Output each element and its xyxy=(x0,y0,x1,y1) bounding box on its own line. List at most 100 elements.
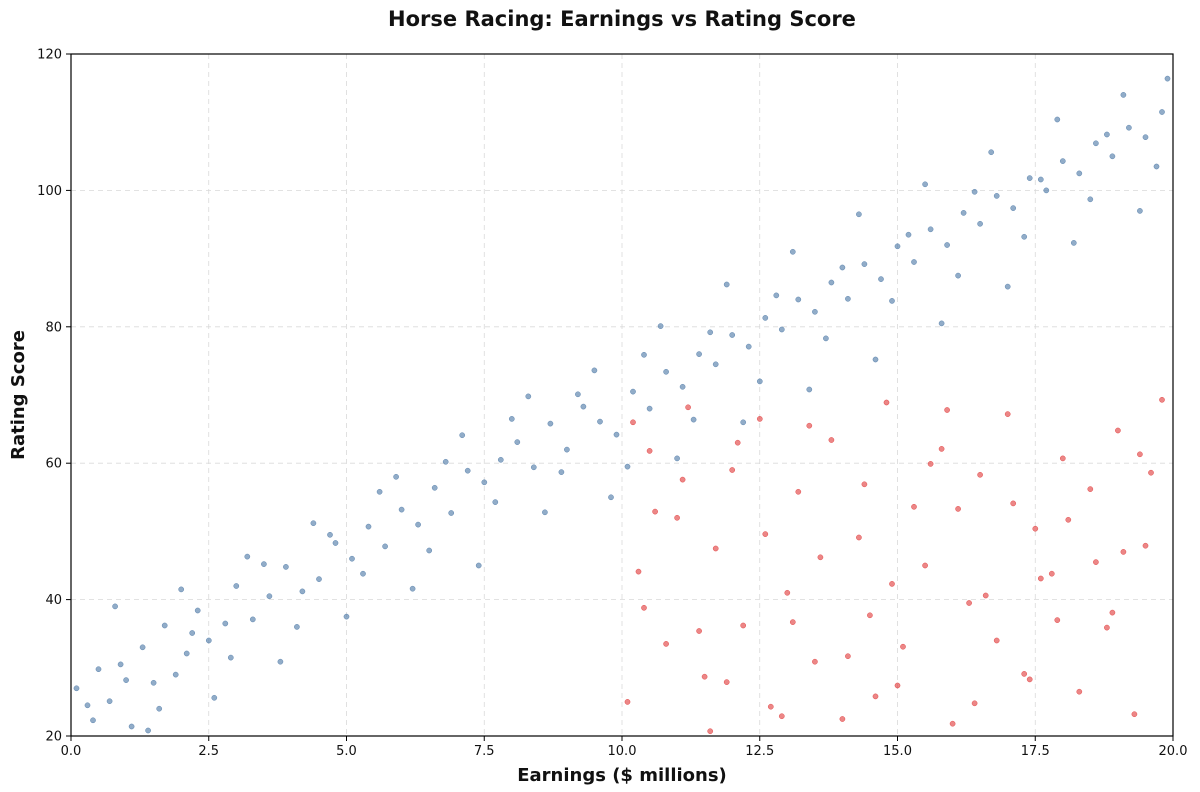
y-tick-label: 100 xyxy=(37,184,62,199)
data-point xyxy=(1159,396,1165,403)
data-point xyxy=(630,388,636,395)
x-tick-label: 0.0 xyxy=(61,744,82,759)
data-point xyxy=(1153,163,1160,170)
data-point xyxy=(227,654,234,661)
y-tick-label: 40 xyxy=(45,593,62,608)
data-point xyxy=(492,499,499,505)
data-point xyxy=(817,554,824,561)
x-tick-label: 7.5 xyxy=(474,744,495,759)
data-point xyxy=(745,343,752,350)
data-point xyxy=(525,393,532,400)
data-point xyxy=(1010,205,1017,211)
y-tick-label: 60 xyxy=(45,457,62,472)
data-point xyxy=(674,455,680,462)
data-point xyxy=(1059,455,1066,462)
data-point xyxy=(299,588,306,595)
data-point xyxy=(778,713,785,720)
data-point xyxy=(1010,500,1017,507)
y-axis-label: Rating Score xyxy=(8,330,29,460)
x-axis: 0.0 2.5 5.0 7.5 10.0 12.5 15.0 17.5 20.0 xyxy=(61,736,1187,759)
data-point xyxy=(657,323,664,329)
data-point xyxy=(966,600,972,606)
data-point xyxy=(663,368,669,375)
data-point xyxy=(1087,486,1094,492)
data-point xyxy=(1021,233,1028,240)
data-point xyxy=(597,418,603,425)
data-point xyxy=(205,637,212,644)
data-point xyxy=(558,469,565,475)
data-point xyxy=(828,437,835,443)
data-point xyxy=(1159,109,1165,115)
data-point xyxy=(1109,609,1116,616)
data-point xyxy=(1137,451,1143,458)
data-point xyxy=(652,508,658,515)
data-point xyxy=(696,351,702,357)
data-point xyxy=(514,439,521,445)
data-point xyxy=(459,432,466,439)
data-point xyxy=(316,576,322,582)
data-point xyxy=(707,728,714,735)
data-point xyxy=(1026,175,1033,181)
data-point xyxy=(861,481,868,488)
data-point xyxy=(1048,570,1055,577)
data-point xyxy=(734,439,741,446)
data-point xyxy=(1137,208,1143,214)
x-tick-label: 5.0 xyxy=(336,744,357,759)
data-point xyxy=(1115,427,1121,434)
data-point xyxy=(900,643,906,650)
data-point xyxy=(332,540,339,546)
data-point xyxy=(591,367,598,374)
data-point xyxy=(762,531,769,537)
data-point xyxy=(696,628,702,634)
data-point xyxy=(1104,624,1110,631)
chart-title: Horse Racing: Earnings vs Rating Score xyxy=(388,7,856,31)
data-point xyxy=(938,320,945,327)
data-point xyxy=(872,356,879,363)
data-point xyxy=(867,612,873,619)
data-point xyxy=(878,276,884,282)
data-point xyxy=(211,694,218,701)
data-point xyxy=(927,461,934,467)
data-point xyxy=(1120,92,1127,98)
x-axis-label: Earnings ($ millions) xyxy=(517,765,727,786)
data-point xyxy=(393,473,399,480)
data-point xyxy=(183,650,190,657)
data-point xyxy=(1109,153,1116,160)
data-point xyxy=(663,641,669,647)
data-point xyxy=(905,231,912,238)
data-point xyxy=(261,561,267,567)
data-point xyxy=(277,658,284,665)
y-tick-label: 120 xyxy=(37,48,62,63)
data-point xyxy=(266,593,273,600)
data-point xyxy=(927,226,934,233)
data-point xyxy=(233,583,240,589)
data-point xyxy=(883,399,890,406)
data-point xyxy=(84,702,91,709)
data-point xyxy=(795,488,802,495)
data-point xyxy=(1087,196,1094,203)
data-point xyxy=(172,671,179,678)
data-point xyxy=(988,149,995,156)
data-point xyxy=(530,464,537,471)
data-point xyxy=(982,592,989,599)
series-red xyxy=(624,396,1165,735)
series-blue xyxy=(73,75,1171,734)
data-point xyxy=(608,494,614,501)
data-points xyxy=(73,75,1171,735)
data-point xyxy=(365,523,372,530)
x-tick-label: 12.5 xyxy=(745,744,774,759)
data-point xyxy=(128,723,135,730)
data-point xyxy=(635,568,642,575)
data-point xyxy=(349,555,355,562)
data-point xyxy=(993,193,1000,199)
data-point xyxy=(398,506,405,513)
data-point xyxy=(376,488,383,495)
data-point xyxy=(415,521,421,528)
data-point xyxy=(773,292,780,299)
data-point xyxy=(1093,559,1099,565)
data-point xyxy=(894,682,901,689)
data-point xyxy=(1093,140,1099,147)
data-point xyxy=(613,431,620,438)
data-point xyxy=(1004,283,1011,290)
